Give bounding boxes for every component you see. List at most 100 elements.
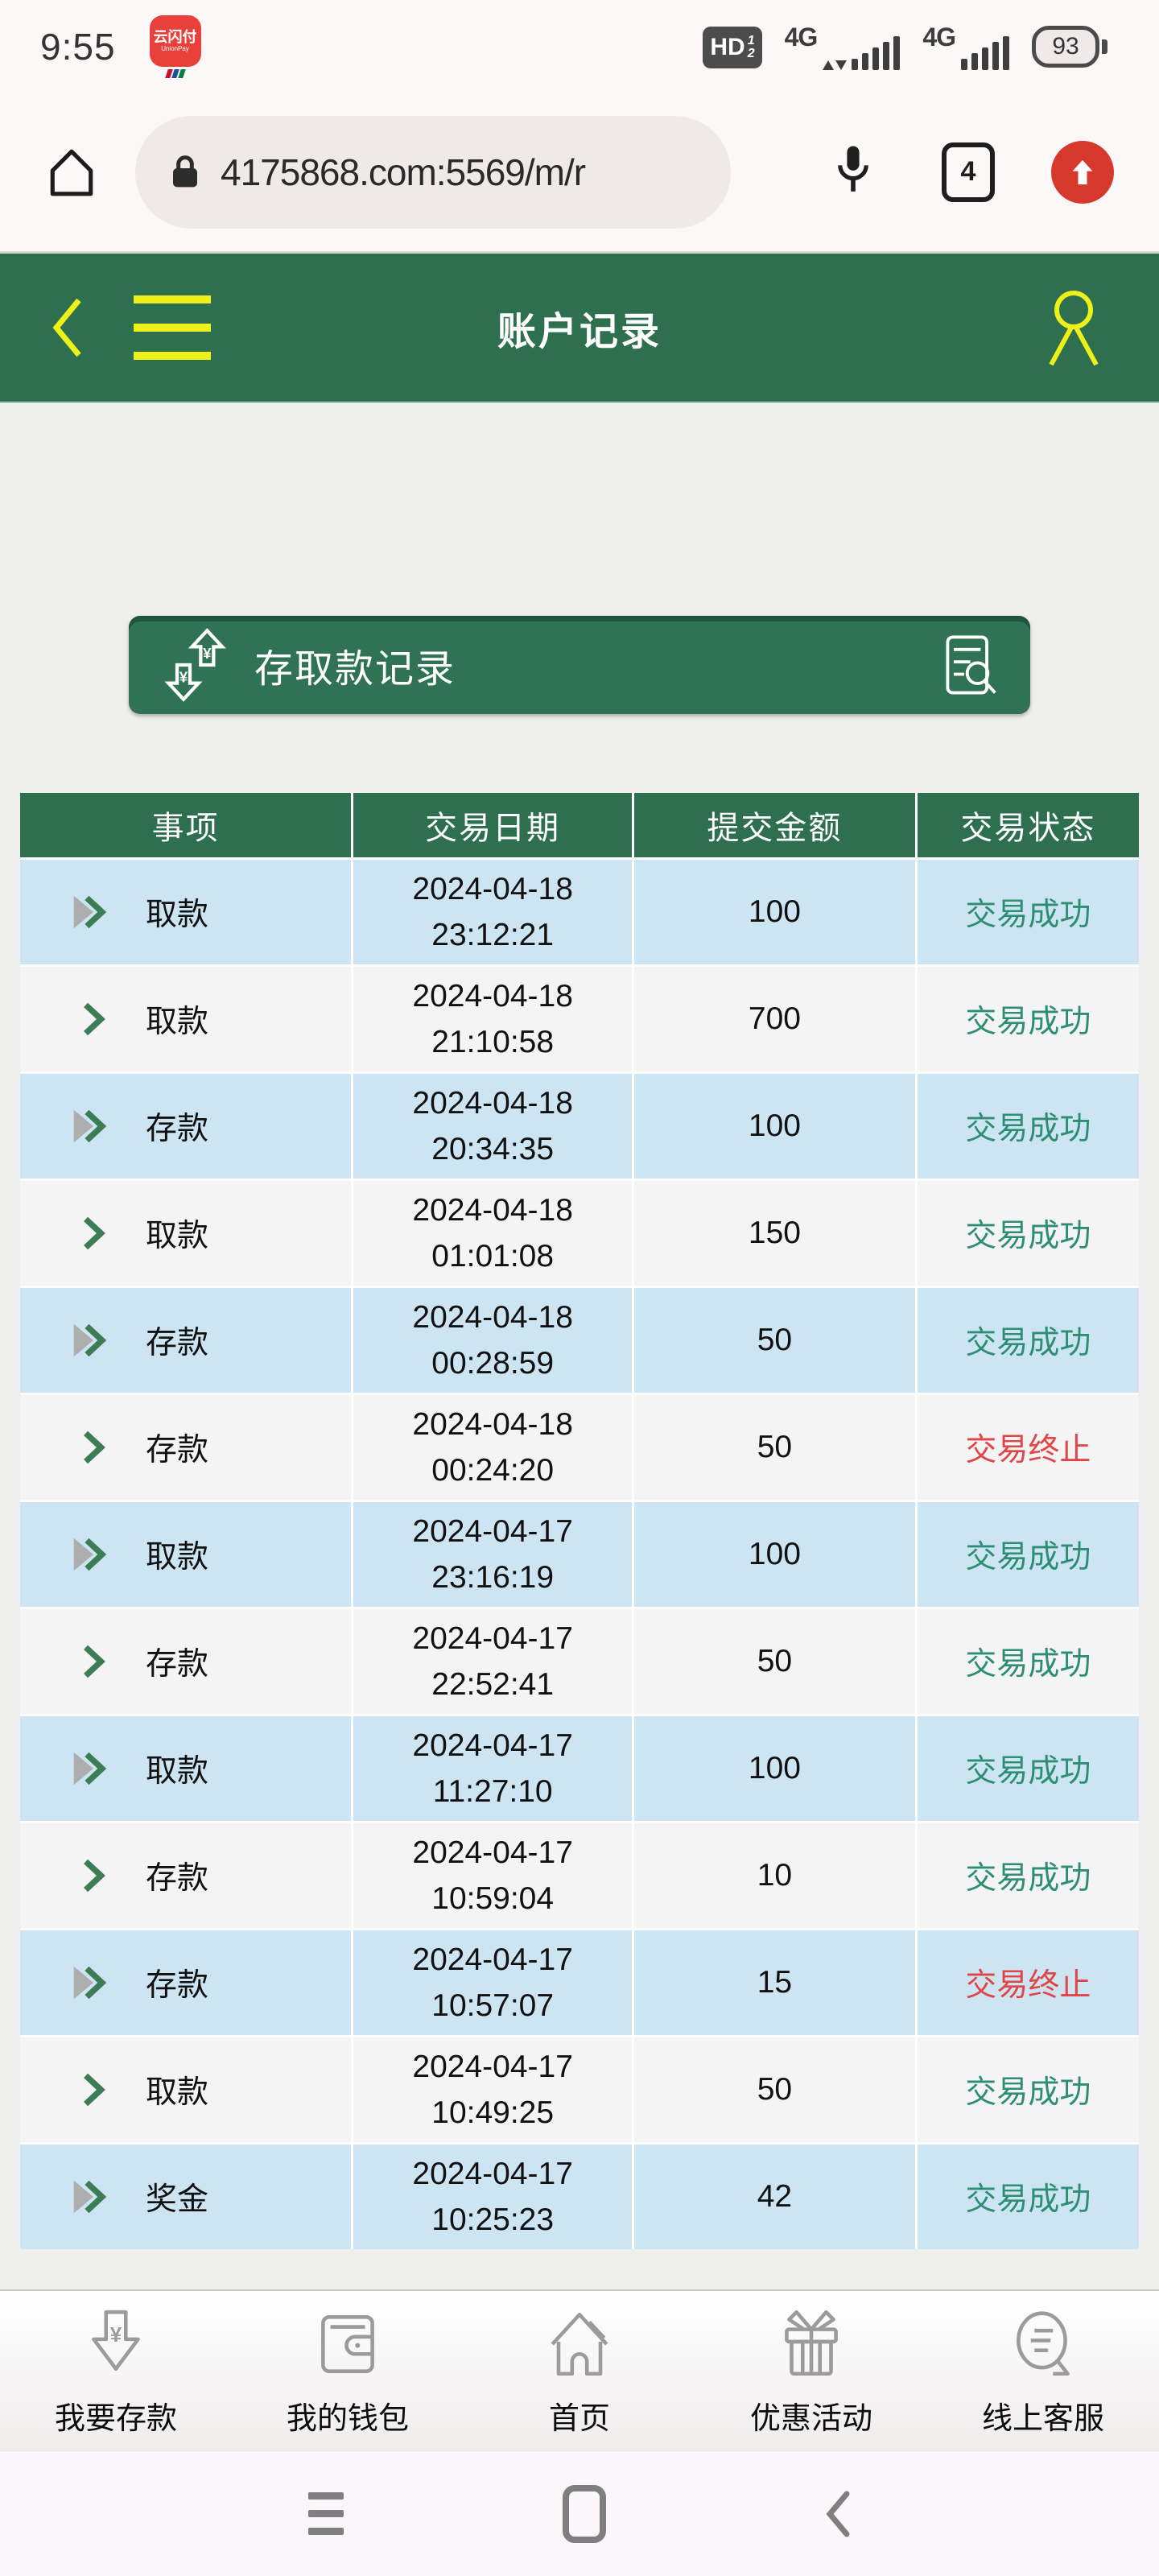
data-activity-arrows-icon: [823, 60, 848, 70]
url-text: 4175868.com:5569/m/r: [221, 151, 586, 193]
signal-bars-icon: [852, 36, 901, 70]
row-amount: 42: [634, 2145, 918, 2249]
tab-count: 4: [960, 156, 976, 187]
row-type: 奖金: [146, 2182, 209, 2217]
svg-text:¥: ¥: [110, 2322, 122, 2346]
row-amount: 100: [634, 860, 918, 964]
chevron-icon: [72, 1858, 115, 1893]
table-row[interactable]: 取款 2024-04-18 01:01:08 150 交易成功: [20, 1179, 1139, 1286]
page-title: 账户记录: [497, 310, 662, 353]
records-table: 事项 交易日期 提交金额 交易状态 取款 2024-04-18 23:12:21…: [20, 793, 1139, 2249]
triangle-chevron-icon: [72, 894, 115, 930]
status-time: 9:55: [40, 25, 116, 68]
row-status: 交易成功: [965, 1112, 1091, 1146]
recents-button-icon[interactable]: [308, 2492, 344, 2535]
row-date: 2024-04-18 23:12:21: [353, 860, 635, 964]
search-records-icon[interactable]: [935, 632, 1001, 698]
row-date: 2024-04-17 10:25:23: [353, 2145, 635, 2249]
banner-title: 存取款记录: [254, 648, 456, 691]
nav-item-support[interactable]: 线上客服: [927, 2291, 1159, 2450]
triangle-chevron-icon: [72, 1323, 115, 1358]
row-date: 2024-04-18 01:01:08: [353, 1181, 635, 1286]
row-type: 取款: [146, 1540, 209, 1575]
table-body: 取款 2024-04-18 23:12:21 100 交易成功 取款 2024-…: [20, 857, 1139, 2249]
table-row[interactable]: 取款 2024-04-17 10:49:25 50 交易成功: [20, 2035, 1139, 2142]
tab-switcher[interactable]: 4: [942, 142, 995, 202]
table-row[interactable]: 取款 2024-04-17 23:16:19 100 交易成功: [20, 1500, 1139, 1607]
triangle-chevron-icon: [72, 1108, 115, 1144]
row-status: 交易成功: [965, 2075, 1091, 2110]
profile-icon[interactable]: [1038, 287, 1109, 368]
table-row[interactable]: 存款 2024-04-18 00:28:59 50 交易成功: [20, 1286, 1139, 1393]
row-type: 取款: [146, 898, 209, 932]
row-amount: 100: [634, 1716, 918, 1821]
table-header: 事项 交易日期 提交金额 交易状态: [20, 793, 1139, 857]
row-amount: 150: [634, 1181, 918, 1286]
triangle-chevron-icon: [72, 1751, 115, 1786]
row-type: 取款: [146, 2075, 209, 2110]
table-row[interactable]: 存款 2024-04-18 20:34:35 100 交易成功: [20, 1071, 1139, 1179]
unionpay-notification-icon: 云闪付 UnionPay: [149, 14, 201, 78]
svg-text:¥: ¥: [203, 645, 212, 662]
records-banner: ¥ ¥ 存取款记录: [129, 616, 1030, 714]
row-date: 2024-04-18 00:24:20: [353, 1395, 635, 1500]
table-row[interactable]: 奖金 2024-04-17 10:25:23 42 交易成功: [20, 2142, 1139, 2249]
table-row[interactable]: 取款 2024-04-17 11:27:10 100 交易成功: [20, 1714, 1139, 1821]
nav-item-home[interactable]: 首页: [464, 2291, 695, 2450]
table-row[interactable]: 存款 2024-04-18 00:24:20 50 交易终止: [20, 1393, 1139, 1500]
table-row[interactable]: 存款 2024-04-17 22:52:41 50 交易成功: [20, 1607, 1139, 1714]
row-amount: 700: [634, 967, 918, 1071]
android-back-icon[interactable]: [825, 2491, 851, 2537]
table-row[interactable]: 存款 2024-04-17 10:59:04 10 交易成功: [20, 1821, 1139, 1928]
table-row[interactable]: 存款 2024-04-17 10:57:07 15 交易终止: [20, 1928, 1139, 2035]
row-amount: 50: [634, 1288, 918, 1393]
back-chevron-icon[interactable]: [50, 295, 85, 360]
nav-item-deposit[interactable]: ¥ 我要存款: [0, 2291, 232, 2450]
row-status: 交易成功: [965, 1861, 1091, 1896]
signal-icon-sim2: 4G: [922, 23, 1009, 70]
row-amount: 15: [634, 1930, 918, 2035]
browser-home-icon[interactable]: [45, 144, 98, 200]
row-date: 2024-04-18 00:28:59: [353, 1288, 635, 1393]
url-bar[interactable]: 4175868.com:5569/m/r: [135, 115, 731, 229]
nav-item-wallet[interactable]: 我的钱包: [232, 2291, 464, 2450]
chevron-icon: [72, 1644, 115, 1679]
row-status: 交易成功: [965, 1326, 1091, 1360]
row-date: 2024-04-17 22:52:41: [353, 1609, 635, 1714]
home-icon: [551, 2312, 608, 2376]
android-nav-bar: [0, 2450, 1159, 2576]
hamburger-menu-icon[interactable]: [134, 295, 211, 360]
table-row[interactable]: 取款 2024-04-18 21:10:58 700 交易成功: [20, 964, 1139, 1071]
row-type: 取款: [146, 1005, 209, 1039]
svg-text:¥: ¥: [179, 668, 188, 685]
row-date: 2024-04-18 20:34:35: [353, 1074, 635, 1179]
row-amount: 100: [634, 1074, 918, 1179]
col-header-amount: 提交金额: [634, 793, 918, 857]
wallet-icon: [321, 2314, 374, 2373]
table-row[interactable]: 取款 2024-04-18 23:12:21 100 交易成功: [20, 857, 1139, 964]
row-type: 存款: [146, 1968, 209, 2003]
battery-percent: 93: [1052, 33, 1079, 60]
row-type: 存款: [146, 1861, 209, 1896]
chevron-icon: [72, 2072, 115, 2107]
nav-item-promotions[interactable]: 优惠活动: [695, 2291, 927, 2450]
row-status: 交易成功: [965, 1754, 1091, 1789]
row-amount: 50: [634, 1395, 918, 1500]
browser-update-icon[interactable]: [1051, 140, 1114, 204]
mic-icon[interactable]: [832, 142, 874, 203]
row-type: 取款: [146, 1219, 209, 1253]
chevron-icon: [72, 1001, 115, 1037]
lock-icon: [169, 153, 201, 192]
row-type: 存款: [146, 1433, 209, 1468]
row-status: 交易成功: [965, 1647, 1091, 1682]
row-amount: 100: [634, 1502, 918, 1607]
android-home-icon[interactable]: [563, 2484, 606, 2543]
row-status: 交易成功: [965, 2182, 1091, 2217]
row-status: 交易成功: [965, 898, 1091, 932]
deposit-withdraw-icon: ¥ ¥: [158, 626, 235, 704]
row-date: 2024-04-17 23:16:19: [353, 1502, 635, 1607]
deposit-arrow-icon: ¥: [92, 2310, 140, 2371]
